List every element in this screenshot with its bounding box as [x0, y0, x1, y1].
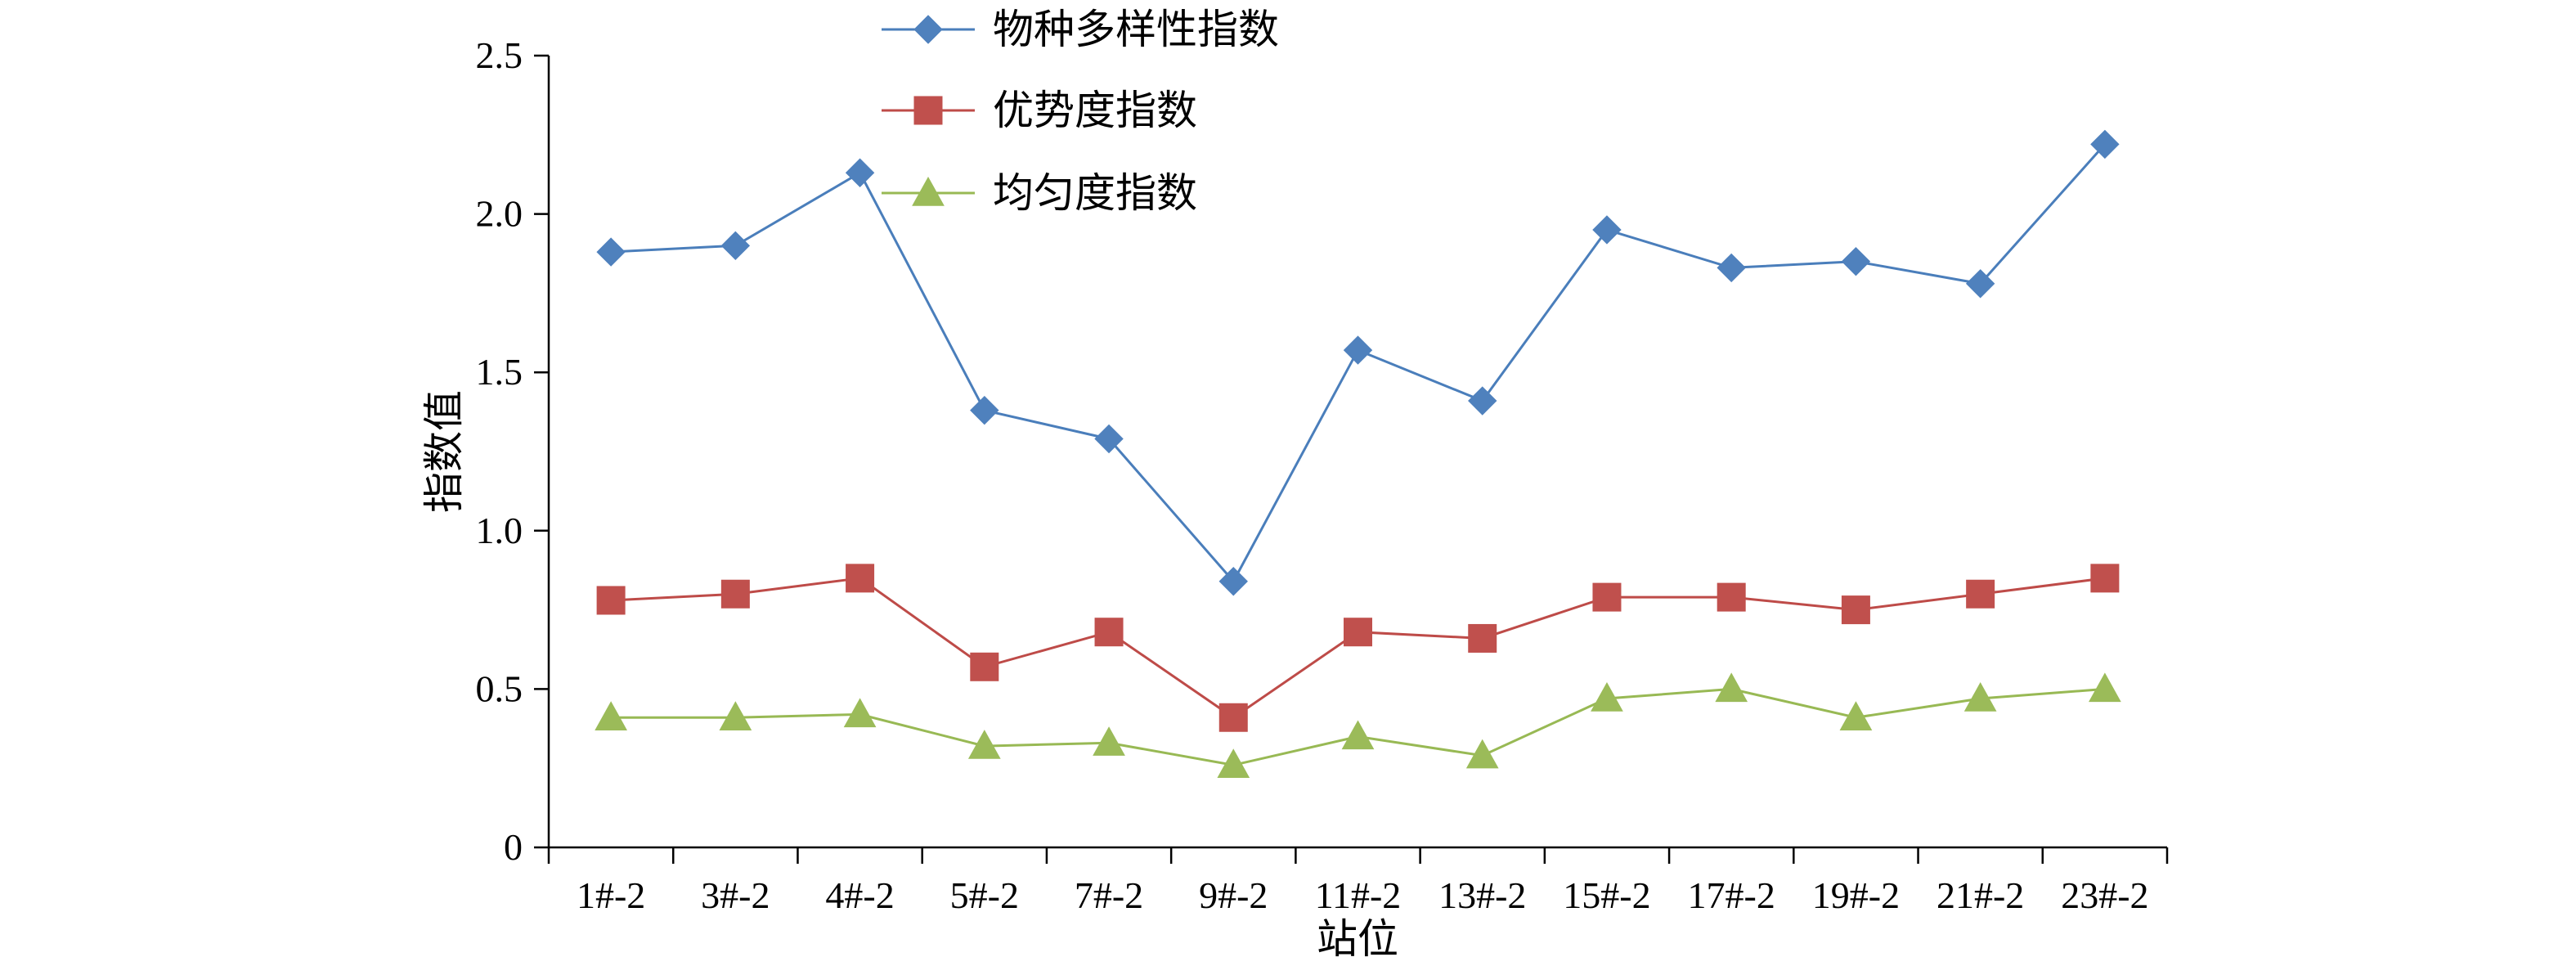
data-point — [2090, 129, 2120, 160]
series-1 — [596, 564, 2120, 732]
legend-label: 均匀度指数 — [993, 169, 1197, 217]
data-point — [845, 158, 875, 187]
x-tick-label: 23#-2 — [2061, 874, 2148, 916]
x-tick-label: 13#-2 — [1438, 874, 1526, 916]
data-point — [1963, 681, 1997, 712]
data-point — [1965, 269, 1995, 299]
y-axis-ticks: 0 0.5 1.0 1.5 2.0 2.5 — [476, 34, 549, 868]
legend-marker — [913, 96, 943, 125]
data-point — [1591, 681, 1623, 712]
y-tick-label: 0.5 — [476, 667, 523, 709]
data-point — [2089, 672, 2121, 703]
data-point — [1592, 215, 1622, 245]
data-point — [596, 237, 626, 267]
legend-item: 优势度指数 — [882, 87, 1197, 134]
data-point — [1217, 748, 1250, 779]
data-point — [1468, 623, 1497, 653]
legend-item: 物种多样性指数 — [882, 6, 1279, 53]
data-point — [596, 586, 626, 615]
data-point — [1341, 720, 1375, 750]
data-point — [1218, 567, 1248, 596]
data-point — [1717, 253, 1746, 283]
data-point — [720, 231, 751, 261]
data-point — [970, 395, 999, 425]
x-tick-label: 4#-2 — [825, 874, 894, 916]
data-point — [1343, 335, 1373, 365]
y-axis-title: 指数值 — [420, 390, 468, 513]
data-point — [1841, 595, 1870, 625]
series-2 — [595, 672, 2121, 779]
y-tick-label: 2.0 — [476, 193, 523, 235]
x-axis-title: 站位 — [1317, 915, 1398, 963]
y-tick-label: 1.0 — [476, 510, 523, 551]
data-point — [1218, 703, 1248, 732]
x-tick-label: 5#-2 — [950, 874, 1019, 916]
legend-item: 均匀度指数 — [882, 169, 1197, 217]
x-axis-ticks: 1#-2 3#-2 4#-2 5#-2 7#-2 9#-2 11#-2 13#-2 15#-2 1… — [547, 847, 2169, 916]
data-point — [1465, 739, 1499, 769]
x-tick-label: 7#-2 — [1075, 874, 1143, 916]
legend-marker — [913, 15, 943, 44]
data-point — [843, 698, 877, 728]
data-point — [719, 701, 752, 730]
series-line — [611, 577, 2106, 720]
data-point — [1093, 726, 1125, 756]
data-point — [1966, 579, 1995, 609]
y-tick-label: 1.5 — [476, 351, 523, 393]
y-tick-label: 0 — [504, 826, 523, 868]
series-layer — [595, 129, 2121, 779]
legend-marker — [912, 176, 945, 206]
data-point — [1094, 424, 1124, 454]
data-point — [1839, 701, 1873, 730]
x-tick-label: 21#-2 — [1936, 874, 2024, 916]
data-point — [1344, 618, 1372, 647]
series-0 — [596, 129, 2120, 596]
data-point — [1715, 672, 1748, 703]
data-point — [1468, 386, 1497, 416]
data-point — [1841, 246, 1871, 276]
x-tick-label: 11#-2 — [1315, 874, 1402, 916]
data-point — [1717, 582, 1746, 612]
data-point — [2090, 564, 2120, 593]
x-tick-label: 1#-2 — [577, 874, 645, 916]
x-tick-label: 15#-2 — [1563, 874, 1650, 916]
data-point — [967, 730, 1001, 759]
data-point — [846, 564, 875, 593]
legend-label: 物种多样性指数 — [993, 6, 1279, 53]
y-tick-label: 2.5 — [476, 34, 523, 76]
x-tick-label: 17#-2 — [1688, 874, 1775, 916]
data-point — [970, 652, 999, 681]
x-tick-label: 9#-2 — [1199, 874, 1268, 916]
x-tick-label: 3#-2 — [701, 874, 770, 916]
data-point — [1094, 618, 1124, 647]
legend-label: 优势度指数 — [993, 87, 1197, 134]
data-point — [1592, 582, 1622, 612]
x-tick-label: 19#-2 — [1812, 874, 1900, 916]
data-point — [720, 579, 750, 609]
data-point — [595, 701, 627, 730]
